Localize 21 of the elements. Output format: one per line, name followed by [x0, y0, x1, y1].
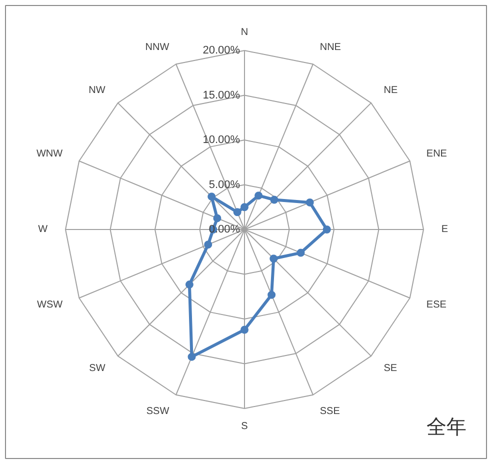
y-tick-label: 15.00% — [202, 89, 240, 102]
y-tick-label: 5.00% — [208, 178, 240, 191]
spoke-label: NNE — [320, 42, 342, 54]
spoke-label: E — [441, 224, 448, 235]
spoke-label: NNW — [145, 42, 170, 54]
spoke-label: SW — [89, 363, 106, 374]
spoke-label: NE — [384, 84, 398, 96]
spoke-label: ESE — [426, 299, 447, 310]
spoke-label: WSW — [37, 299, 64, 310]
spoke-label: N — [240, 27, 248, 38]
spoke-label: SSW — [146, 406, 170, 417]
spoke-label: NW — [88, 84, 106, 96]
text: 全年 — [426, 414, 466, 438]
spoke-label: SE — [384, 363, 398, 374]
y-tick-label: 20.00% — [202, 44, 240, 56]
spoke-label: W — [38, 224, 48, 235]
y-tick-label: 10.00% — [202, 134, 240, 146]
spoke-label: SSE — [320, 406, 340, 417]
spoke-label: S — [241, 420, 248, 432]
spoke-label: WNW — [36, 148, 64, 160]
spoke-label: ENE — [426, 148, 448, 160]
